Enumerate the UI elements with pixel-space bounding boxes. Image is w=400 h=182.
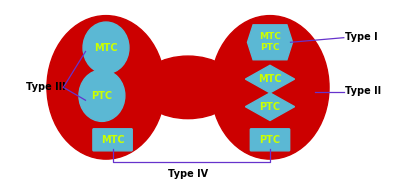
Text: Type II: Type II bbox=[346, 86, 382, 96]
FancyBboxPatch shape bbox=[250, 129, 290, 151]
Ellipse shape bbox=[211, 16, 329, 159]
Text: MTC: MTC bbox=[101, 135, 124, 145]
Text: PTC: PTC bbox=[91, 91, 112, 101]
FancyBboxPatch shape bbox=[93, 129, 132, 151]
Circle shape bbox=[83, 22, 129, 74]
Text: MTC: MTC bbox=[94, 43, 118, 53]
Polygon shape bbox=[246, 65, 295, 93]
Circle shape bbox=[79, 70, 125, 121]
Text: MTC: MTC bbox=[258, 74, 282, 84]
Text: Type III: Type III bbox=[26, 82, 65, 92]
Text: MTC
PTC: MTC PTC bbox=[259, 32, 281, 52]
Text: Type I: Type I bbox=[346, 32, 378, 42]
Text: PTC: PTC bbox=[260, 135, 280, 145]
Polygon shape bbox=[248, 25, 292, 60]
Text: Type IV: Type IV bbox=[168, 169, 208, 179]
Ellipse shape bbox=[47, 16, 165, 159]
Polygon shape bbox=[246, 93, 295, 120]
Text: PTC: PTC bbox=[260, 102, 280, 112]
Ellipse shape bbox=[139, 56, 237, 119]
